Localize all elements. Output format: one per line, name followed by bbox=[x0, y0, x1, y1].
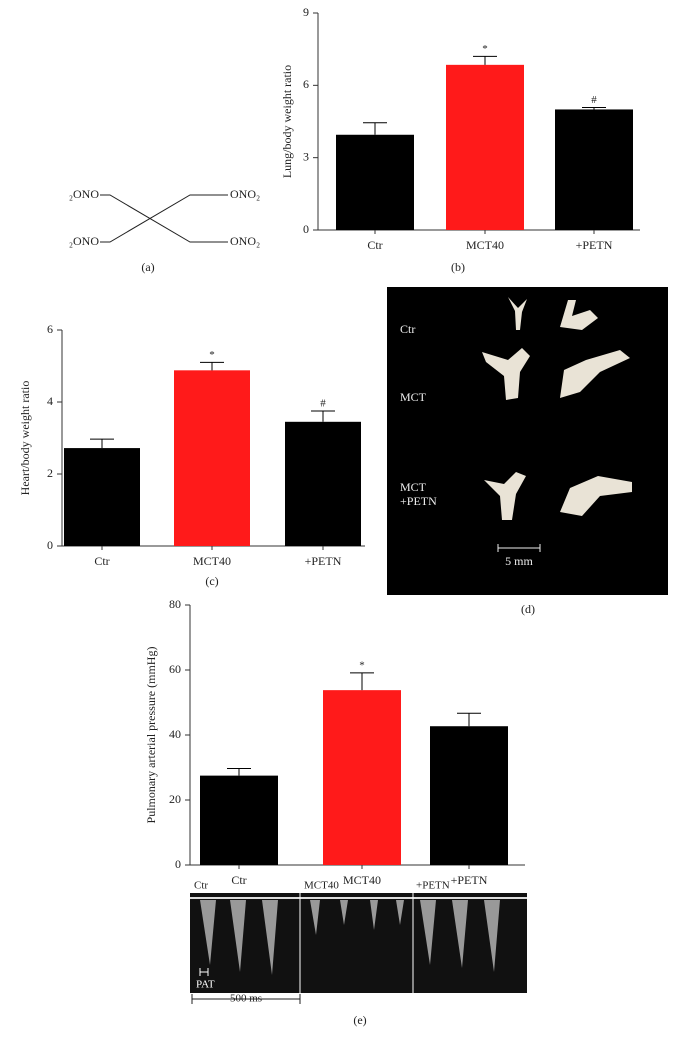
error-bar bbox=[457, 712, 481, 727]
y-tick-label: 2 bbox=[47, 466, 53, 480]
y-tick-label: 0 bbox=[303, 222, 309, 236]
x-tick-label: MCT40 bbox=[343, 873, 381, 887]
bar bbox=[446, 64, 524, 230]
bar bbox=[323, 690, 401, 865]
bar bbox=[336, 134, 414, 230]
bar bbox=[430, 726, 508, 865]
x-tick-label: +PETN bbox=[451, 873, 488, 887]
doppler: Ctr MCT40 +PETN PAT 500 ms bbox=[190, 880, 527, 1005]
scale-bar bbox=[191, 994, 301, 1004]
x-tick-label: Ctr bbox=[367, 238, 382, 252]
caption: (d) bbox=[521, 602, 535, 616]
error-bar bbox=[363, 122, 387, 135]
error-bar bbox=[90, 438, 114, 449]
scale-bar bbox=[497, 544, 541, 552]
x-tick-label: +PETN bbox=[576, 238, 613, 252]
y-tick-label: 4 bbox=[47, 394, 53, 408]
error-bar bbox=[582, 107, 606, 110]
y-tick-label: 6 bbox=[303, 77, 309, 91]
photo-label: MCT bbox=[400, 390, 427, 404]
x-tick-label: +PETN bbox=[305, 554, 342, 568]
group-label: ₂ONO bbox=[69, 234, 100, 248]
group-label: ₂ONO bbox=[69, 187, 100, 201]
x-tick-label: MCT40 bbox=[466, 238, 504, 252]
doppler-bg bbox=[190, 893, 527, 993]
y-tick-label: 80 bbox=[169, 597, 181, 611]
pat-label: PAT bbox=[196, 979, 215, 991]
photo-label: +PETN bbox=[400, 494, 437, 508]
doppler-label: Ctr bbox=[194, 880, 208, 892]
scale-label: 500 ms bbox=[230, 993, 262, 1005]
caption: (b) bbox=[451, 260, 465, 274]
y-axis-label: Lung/body weight ratio bbox=[280, 65, 294, 178]
caption: (e) bbox=[353, 1013, 366, 1027]
y-tick-label: 0 bbox=[175, 857, 181, 871]
error-bar bbox=[473, 55, 497, 65]
y-axis-label: Heart/body weight ratio bbox=[18, 381, 32, 496]
x-tick-label: MCT40 bbox=[193, 554, 231, 568]
photo-label: Ctr bbox=[400, 322, 415, 336]
y-tick-label: 40 bbox=[169, 727, 181, 741]
annotation: * bbox=[209, 349, 215, 361]
scale-label: 5 mm bbox=[505, 554, 533, 568]
y-tick-label: 60 bbox=[169, 662, 181, 676]
error-bar bbox=[350, 672, 374, 691]
group-label: ONO₂ bbox=[230, 187, 260, 201]
y-tick-label: 0 bbox=[47, 538, 53, 552]
y-tick-label: 3 bbox=[303, 149, 309, 163]
y-tick-label: 6 bbox=[47, 322, 53, 336]
error-bar bbox=[311, 410, 335, 422]
bar bbox=[285, 421, 361, 546]
photo: Ctr MCT MCT +PETN 5 mm (d) bbox=[387, 287, 668, 616]
x-tick-label: Ctr bbox=[231, 873, 246, 887]
caption: (a) bbox=[141, 260, 154, 274]
bar bbox=[174, 370, 250, 546]
x-tick-label: Ctr bbox=[94, 554, 109, 568]
annotation: * bbox=[359, 659, 365, 671]
y-axis-label: Pulmonary arterial pressure (mmHg) bbox=[144, 647, 158, 824]
photo-bg bbox=[387, 287, 668, 595]
specimens bbox=[482, 297, 632, 520]
error-bar bbox=[200, 361, 224, 371]
pat-marker bbox=[199, 968, 209, 976]
waveforms bbox=[200, 900, 500, 975]
bar bbox=[200, 775, 278, 865]
photo-label: MCT bbox=[400, 480, 427, 494]
y-tick-label: 9 bbox=[303, 5, 309, 19]
bonds bbox=[100, 194, 228, 243]
structure: ₂ONO ₂ONO ONO₂ ONO₂ (a) bbox=[69, 187, 260, 274]
bar bbox=[64, 448, 140, 546]
annotation: * bbox=[482, 43, 488, 55]
annotation: # bbox=[320, 398, 326, 410]
doppler-label: +PETN bbox=[416, 880, 450, 892]
annotation: # bbox=[591, 94, 597, 106]
y-tick-label: 20 bbox=[169, 792, 181, 806]
bar bbox=[555, 109, 633, 230]
caption: (c) bbox=[205, 574, 218, 588]
doppler-label: MCT40 bbox=[304, 880, 339, 892]
group-label: ONO₂ bbox=[230, 234, 260, 248]
error-bar bbox=[227, 767, 251, 776]
